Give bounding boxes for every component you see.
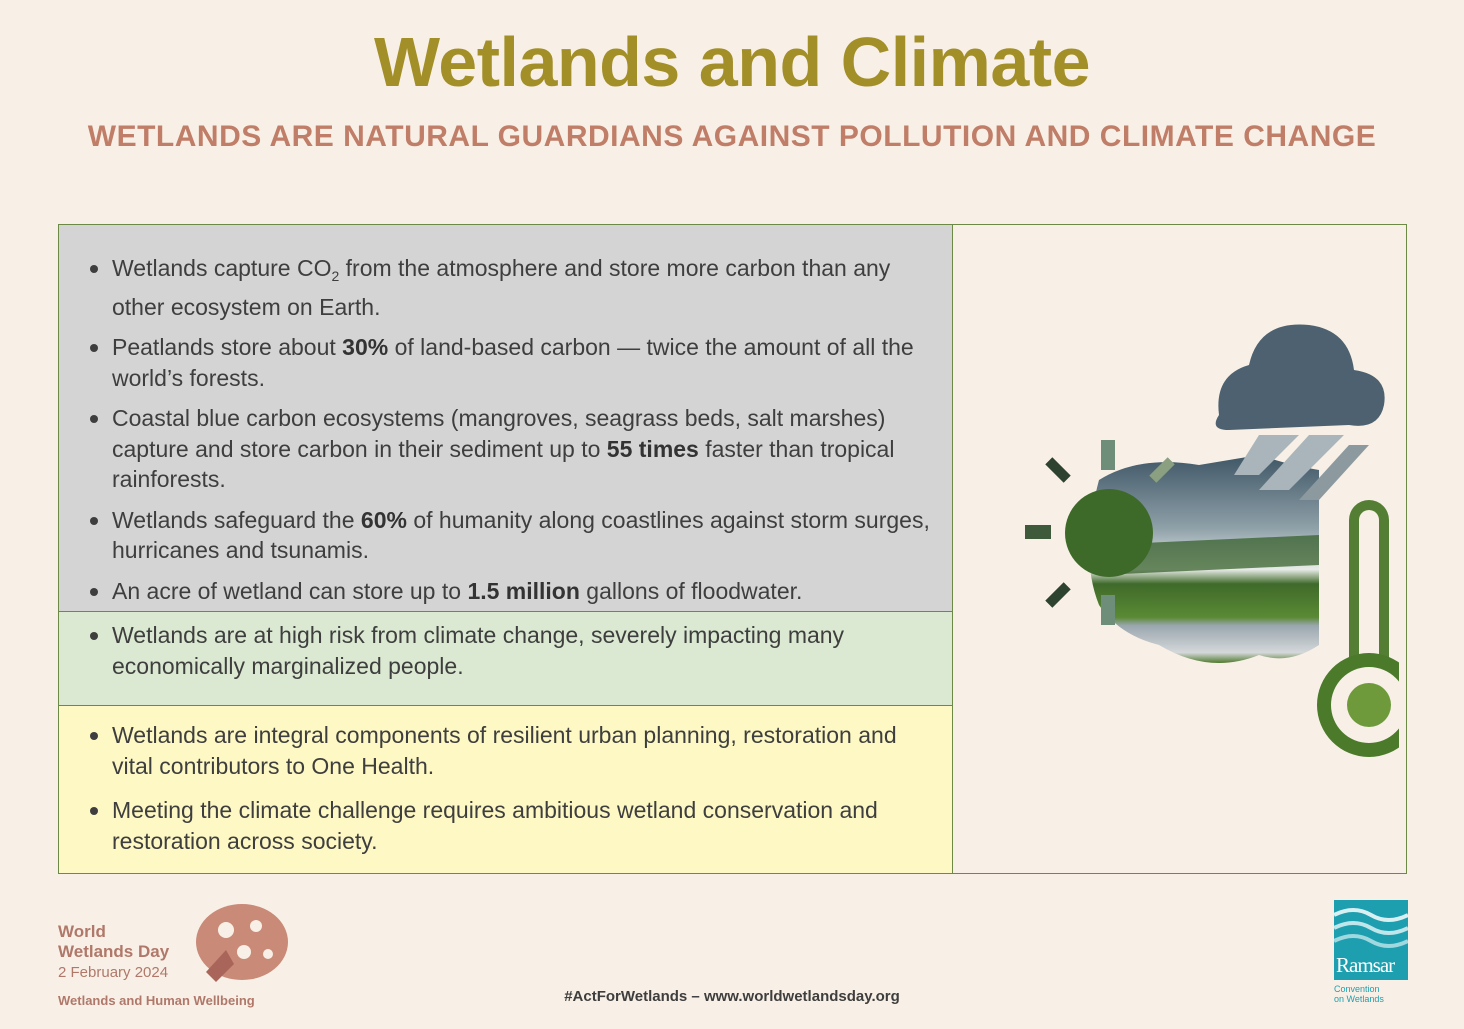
sun-icon	[1025, 440, 1175, 625]
cloud-icon	[1215, 324, 1385, 500]
wetlands-emblem-icon	[196, 904, 288, 982]
ramsar-logo-icon: Ramsar Convention on Wetlands	[1334, 900, 1410, 1010]
ramsar-waves-icon	[1334, 908, 1408, 948]
list-item: Wetlands are integral components of resi…	[90, 720, 938, 781]
wwd-title-line2: Wetlands Day	[58, 942, 170, 961]
list-item: Meeting the climate challenge requires a…	[90, 795, 938, 856]
wwd-date: 2 February 2024	[58, 964, 169, 981]
footer-hashtag: #ActForWetlands – www.worldwetlandsday.o…	[564, 988, 900, 1005]
action-box: Wetlands are integral components of resi…	[59, 706, 952, 873]
wwd-theme: Wetlands and Human Wellbeing	[58, 993, 255, 1008]
ramsar-subtitle-2: on Wetlands	[1334, 994, 1384, 1004]
info-panel: Wetlands capture CO2 from the atmosphere…	[58, 224, 1407, 874]
page-subtitle: WETLANDS ARE NATURAL GUARDIANS AGAINST P…	[87, 120, 1377, 153]
ramsar-subtitle-1: Convention	[1334, 984, 1380, 994]
list-item: Wetlands safeguard the 60% of humanity a…	[90, 505, 938, 566]
list-item: Coastal blue carbon ecosystems (mangrove…	[90, 403, 938, 495]
wwd-title-line1: World	[58, 922, 106, 941]
list-item: Wetlands are at high risk from climate c…	[90, 620, 938, 681]
thermometer-icon	[1317, 500, 1399, 757]
landscape-icon	[1089, 455, 1319, 663]
list-item: Peatlands store about 30% of land-based …	[90, 332, 938, 393]
list-item: An acre of wetland can store up to 1.5 m…	[90, 576, 938, 607]
risk-box: Wetlands are at high risk from climate c…	[59, 612, 952, 706]
facts-column: Wetlands capture CO2 from the atmosphere…	[59, 225, 953, 873]
carbon-facts-box: Wetlands capture CO2 from the atmosphere…	[59, 225, 952, 612]
page-title: Wetlands and Climate	[373, 23, 1091, 101]
climate-illustration	[1025, 324, 1399, 757]
ramsar-name: Ramsar	[1336, 953, 1395, 977]
list-item: Wetlands capture CO2 from the atmosphere…	[90, 253, 938, 322]
world-wetlands-day-logo: World Wetlands Day 2 February 2024 Wetla…	[58, 902, 298, 1012]
